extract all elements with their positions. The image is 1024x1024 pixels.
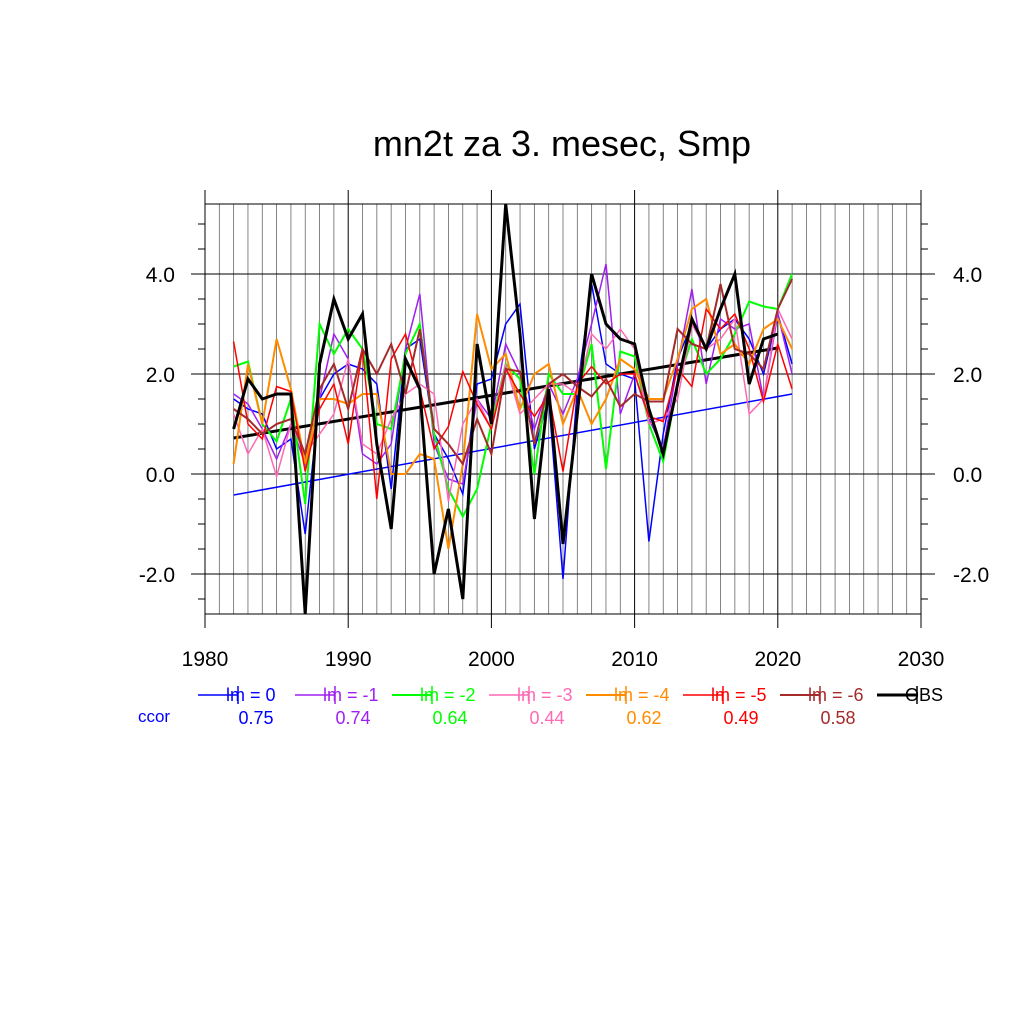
ccor-value: 0.62 [626, 708, 661, 728]
x-tick-label: 2000 [468, 648, 515, 671]
y-tick-label-right: 4.0 [953, 264, 982, 287]
ccor-value: 0.58 [820, 708, 855, 728]
ccor-label: ccor [138, 707, 170, 726]
y-tick-label-left: -2.0 [139, 564, 175, 587]
legend-label: lm = -6 [808, 685, 864, 705]
y-tick-label-right: -2.0 [953, 564, 989, 587]
x-tick-label: 1990 [325, 648, 372, 671]
y-tick-label-left: 0.0 [146, 464, 175, 487]
legend-label: lm = -1 [323, 685, 379, 705]
trend-line [233, 346, 779, 440]
x-tick-label: 1980 [182, 648, 229, 671]
ccor-value: 0.44 [529, 708, 564, 728]
y-tick-label-left: 4.0 [146, 264, 175, 287]
series-line [232, 307, 793, 500]
series-lines [232, 203, 794, 615]
legend-label: lm = -2 [420, 685, 476, 705]
y-tick-label-left: 2.0 [146, 364, 175, 387]
x-tick-label: 2030 [898, 648, 945, 671]
axis-ticks: 1980 1990 2000 2010 2020 2030 -2.0 -2.0 0.0 0.0 2.… [139, 190, 989, 671]
legend-label: OBS [905, 685, 943, 705]
ccor-value: 0.64 [432, 708, 467, 728]
x-tick-label: 2020 [754, 648, 801, 671]
legend-label: lm = 0 [226, 685, 276, 705]
chart-title: mn2t za 3. mesec, Smp [373, 123, 751, 164]
ccor-value: 0.49 [723, 708, 758, 728]
y-tick-label-right: 2.0 [953, 364, 982, 387]
plot-frame [204, 203, 922, 615]
legend-label: lm = -3 [517, 685, 573, 705]
trend-line [233, 393, 793, 496]
ccor-value: 0.75 [238, 708, 273, 728]
legend-label: lm = -5 [711, 685, 767, 705]
x-tick-label: 2010 [611, 648, 658, 671]
series-line [233, 278, 794, 467]
legend: ccor lm = 0 0.75 lm = -1 0.74 lm = -2 0.64 lm =… [138, 685, 943, 728]
ccor-value: 0.74 [335, 708, 370, 728]
y-tick-label-right: 0.0 [953, 464, 982, 487]
trend-lines [233, 346, 793, 496]
series-line [233, 273, 794, 519]
legend-label: lm = -4 [614, 685, 670, 705]
